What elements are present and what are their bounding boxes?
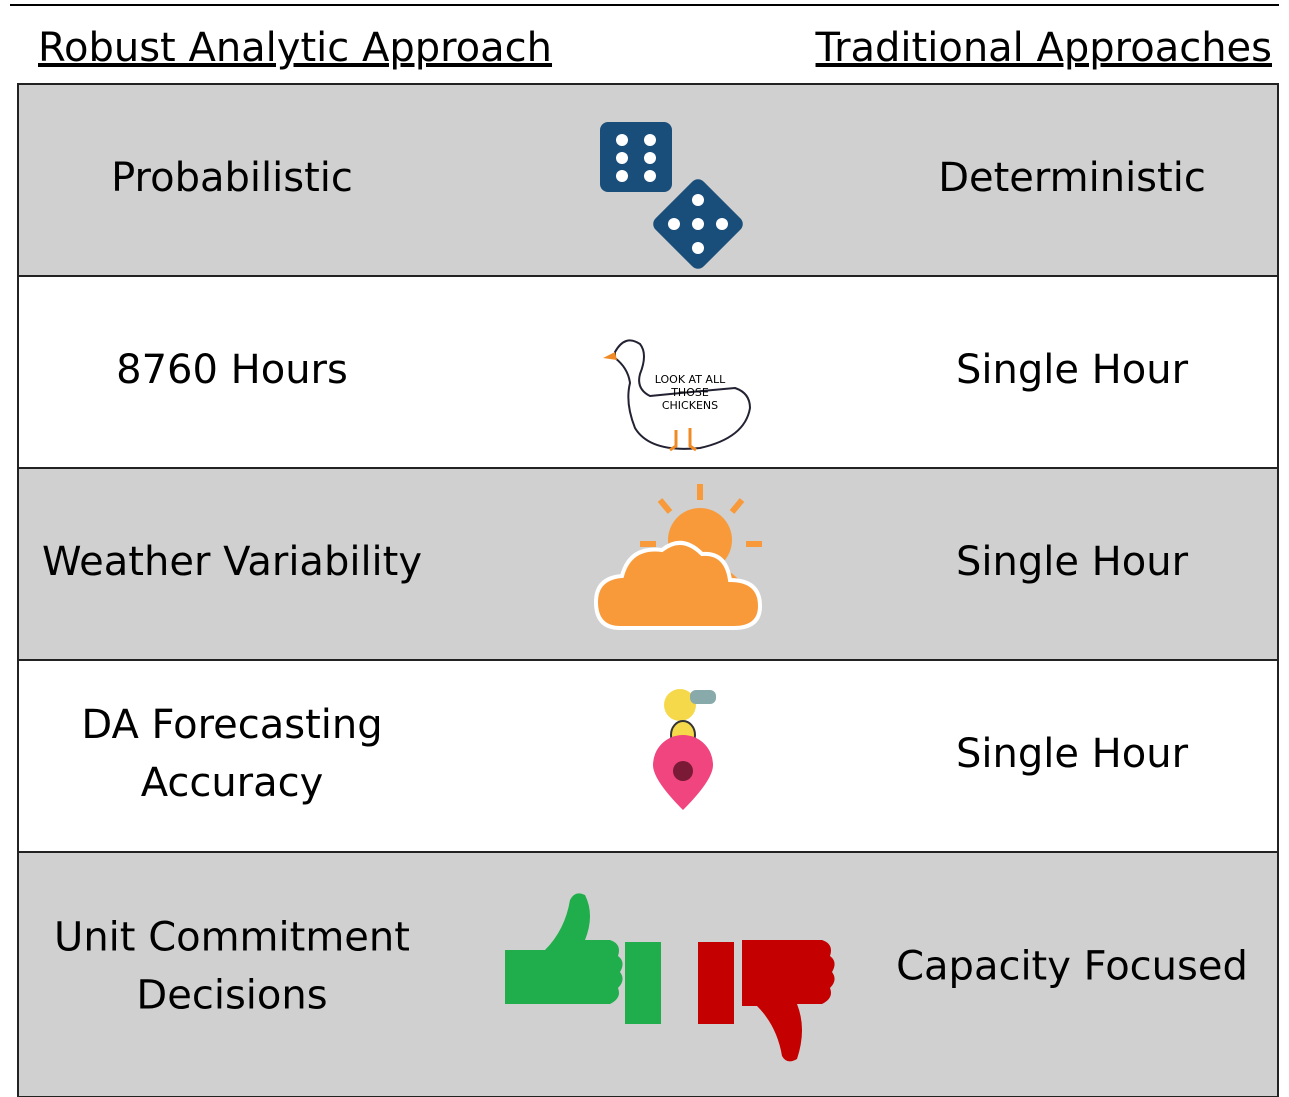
row-left-text: Decisions	[136, 973, 327, 1019]
goose-label: CHICKENS	[662, 399, 718, 412]
row-right-text: Single Hour	[956, 347, 1189, 393]
row-left-text: 8760 Hours	[116, 347, 348, 393]
sun-cloud-icon	[593, 484, 763, 630]
bee-pin-icon	[653, 689, 716, 810]
goose-label: THOSE	[670, 386, 709, 399]
row-right-text: Single Hour	[956, 539, 1189, 585]
row-right-text: Single Hour	[956, 731, 1189, 777]
row-left-text: Unit Commitment	[54, 915, 410, 961]
row-left-text: Probabilistic	[111, 155, 353, 201]
dice-icon	[600, 122, 743, 269]
row-left-text: Weather Variability	[42, 539, 422, 585]
header-right: Traditional Approaches	[815, 25, 1272, 71]
row-right-text: Capacity Focused	[896, 944, 1248, 990]
row-left-text: DA Forecasting	[81, 702, 382, 748]
row-right-text: Deterministic	[938, 155, 1206, 201]
row-bg	[17, 659, 1279, 853]
goose-label: LOOK AT ALL	[655, 373, 726, 386]
thumbs-icon	[505, 893, 835, 1062]
header-left: Robust Analytic Approach	[38, 25, 552, 71]
row-left-text: Accuracy	[141, 760, 324, 806]
